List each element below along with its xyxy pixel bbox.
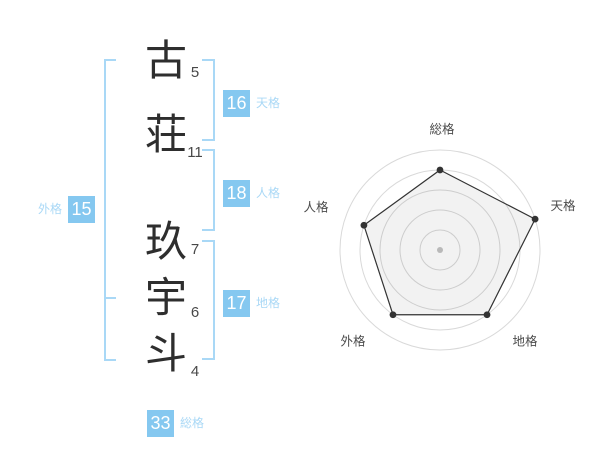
name-char-3: 玖 <box>144 218 187 265</box>
soukaku-label: 総格 <box>180 416 205 430</box>
stroke-count-2: 11 <box>187 144 203 161</box>
tenkaku-bracket-line <box>213 59 215 141</box>
chikaku-value-badge: 17 <box>223 290 250 317</box>
radar-axis-label-soukaku: 総格 <box>429 122 455 137</box>
jinkaku-bracket-tick-top <box>202 149 214 151</box>
gaikaku-bracket-tick-mid <box>104 297 116 299</box>
jinkaku-label: 人格 <box>256 186 281 200</box>
radar-chart-svg: 総格 天格 地格 外格 人格 <box>303 122 576 351</box>
radar-ring <box>339 149 541 351</box>
radar-center-dot <box>437 247 443 253</box>
gaikaku-value-badge: 15 <box>68 196 95 223</box>
radar-vertex-dot <box>436 166 444 174</box>
chikaku-label: 地格 <box>256 296 281 310</box>
chikaku-bracket-tick-bottom <box>202 358 214 360</box>
radar-axis-label-jinkaku: 人格 <box>303 200 329 215</box>
gaikaku-bracket-line <box>104 59 106 361</box>
gaikaku-bracket-tick-bottom <box>104 359 116 361</box>
jinkaku-bracket-tick-bottom <box>202 229 214 231</box>
stroke-count-1: 5 <box>190 64 200 81</box>
radar-axis-label-tenkaku: 天格 <box>550 198 576 213</box>
radar-generated-layer <box>339 149 541 351</box>
radar-value-polygon <box>363 169 536 316</box>
stroke-count-4: 6 <box>190 304 200 321</box>
radar-vertex-dot <box>483 311 491 319</box>
stroke-count-3: 7 <box>190 241 200 258</box>
tenkaku-value-badge: 16 <box>223 90 250 117</box>
radar-vertex-dot <box>531 215 539 223</box>
radar-ring <box>419 229 461 271</box>
gaikaku-bracket-tick-top <box>104 59 116 61</box>
radar-chart: 総格 天格 地格 外格 人格 <box>290 110 590 360</box>
radar-vertex-dot <box>360 221 368 229</box>
tenkaku-bracket-tick-bottom <box>202 139 214 141</box>
stroke-count-5: 4 <box>190 363 200 380</box>
tenkaku-label: 天格 <box>256 96 281 110</box>
radar-ring <box>379 189 501 311</box>
name-char-1: 古 <box>144 37 187 84</box>
jinkaku-bracket-line <box>213 149 215 231</box>
name-char-5: 斗 <box>144 330 187 377</box>
chikaku-bracket-tick-top <box>202 240 214 242</box>
soukaku-value-badge: 33 <box>147 410 174 437</box>
name-char-2: 荘 <box>144 111 187 158</box>
jinkaku-value-badge: 18 <box>223 180 250 207</box>
tenkaku-bracket-tick-top <box>202 59 214 61</box>
chikaku-bracket-line <box>213 240 215 360</box>
radar-ring <box>399 209 481 291</box>
name-char-4: 宇 <box>144 274 187 321</box>
radar-axis-label-gaikaku: 外格 <box>340 334 366 349</box>
gaikaku-label: 外格 <box>38 202 63 216</box>
radar-vertex-dot <box>389 311 397 319</box>
radar-axis-label-chikaku: 地格 <box>512 334 538 349</box>
